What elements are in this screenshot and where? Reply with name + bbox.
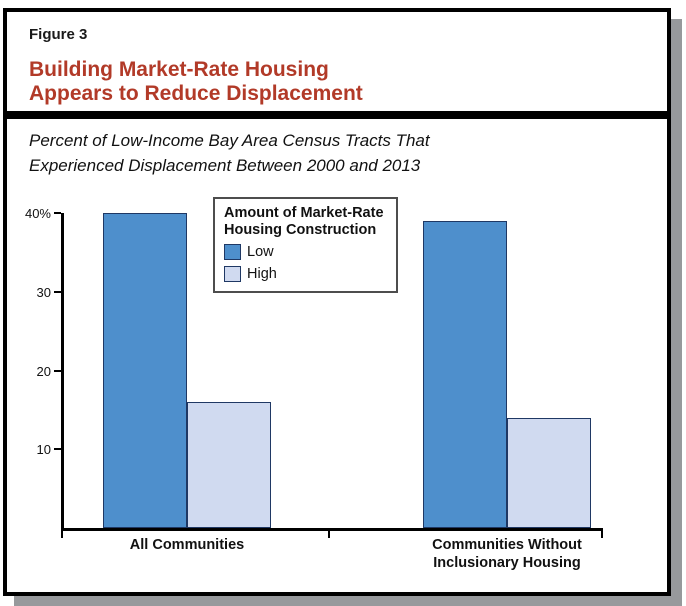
- x-category-label-1: All Communities: [77, 536, 297, 554]
- plot-area: 40% 30 20 10 All Communities Communities With…: [7, 12, 667, 592]
- figure-box: Figure 3 Building Market-Rate Housing Ap…: [3, 8, 671, 596]
- x-axis-tick-2: [601, 531, 603, 538]
- y-axis-tick-label-40: 40%: [24, 206, 51, 221]
- y-axis-tick-20: [54, 369, 61, 372]
- y-axis-tick-label-10: 10: [36, 442, 51, 458]
- x-axis-line: [61, 528, 603, 531]
- y-axis-tick-label-20: 20: [36, 363, 51, 379]
- y-axis-tick-30: [54, 290, 61, 293]
- x-category-label-line: All Communities: [129, 537, 245, 553]
- y-axis-line: [61, 213, 64, 531]
- legend-swatch-low: [224, 244, 241, 260]
- legend-label-high: High: [247, 266, 277, 282]
- header-divider-rule: [7, 111, 667, 119]
- x-category-label-2: Communities Without Inclusionary Housing: [397, 536, 617, 572]
- legend-item-low: Low: [224, 244, 388, 260]
- x-axis-tick-0: [61, 531, 63, 538]
- y-axis-tick-40: [54, 212, 61, 214]
- y-axis-tick-label-30: 30: [36, 284, 51, 300]
- bar-high-group-1: [187, 402, 271, 528]
- bar-low-group-1: [103, 213, 187, 528]
- legend-title: Amount of Market-Rate Housing Constructi…: [224, 205, 388, 238]
- figure-title-line-2: Appears to Reduce Displacement: [29, 82, 363, 105]
- figure-number-label: Figure 3: [29, 26, 88, 43]
- legend-swatch-high: [224, 266, 241, 282]
- legend-item-high: High: [224, 266, 388, 282]
- legend-box: Amount of Market-Rate Housing Constructi…: [213, 197, 398, 293]
- legend-label-low: Low: [247, 244, 274, 260]
- x-axis-tick-1: [328, 531, 330, 538]
- legend-title-line-1: Amount of Market-Rate: [224, 205, 384, 221]
- bar-high-group-2: [507, 418, 591, 528]
- figure-subtitle-line-2: Experienced Displacement Between 2000 an…: [29, 156, 421, 175]
- figure-subtitle: Percent of Low-Income Bay Area Census Tr…: [29, 128, 430, 178]
- figure-subtitle-line-1: Percent of Low-Income Bay Area Census Tr…: [29, 131, 430, 150]
- figure-title-line-1: Building Market-Rate Housing: [29, 58, 329, 81]
- bar-low-group-2: [423, 221, 507, 528]
- legend-title-line-2: Housing Construction: [224, 221, 377, 238]
- x-category-label-line: Communities Without: [432, 537, 582, 553]
- x-category-label-line: Inclusionary Housing: [433, 555, 581, 571]
- figure-inner: Figure 3 Building Market-Rate Housing Ap…: [7, 12, 667, 592]
- y-axis-tick-10: [54, 448, 61, 451]
- figure-title: Building Market-Rate Housing Appears to …: [29, 58, 363, 106]
